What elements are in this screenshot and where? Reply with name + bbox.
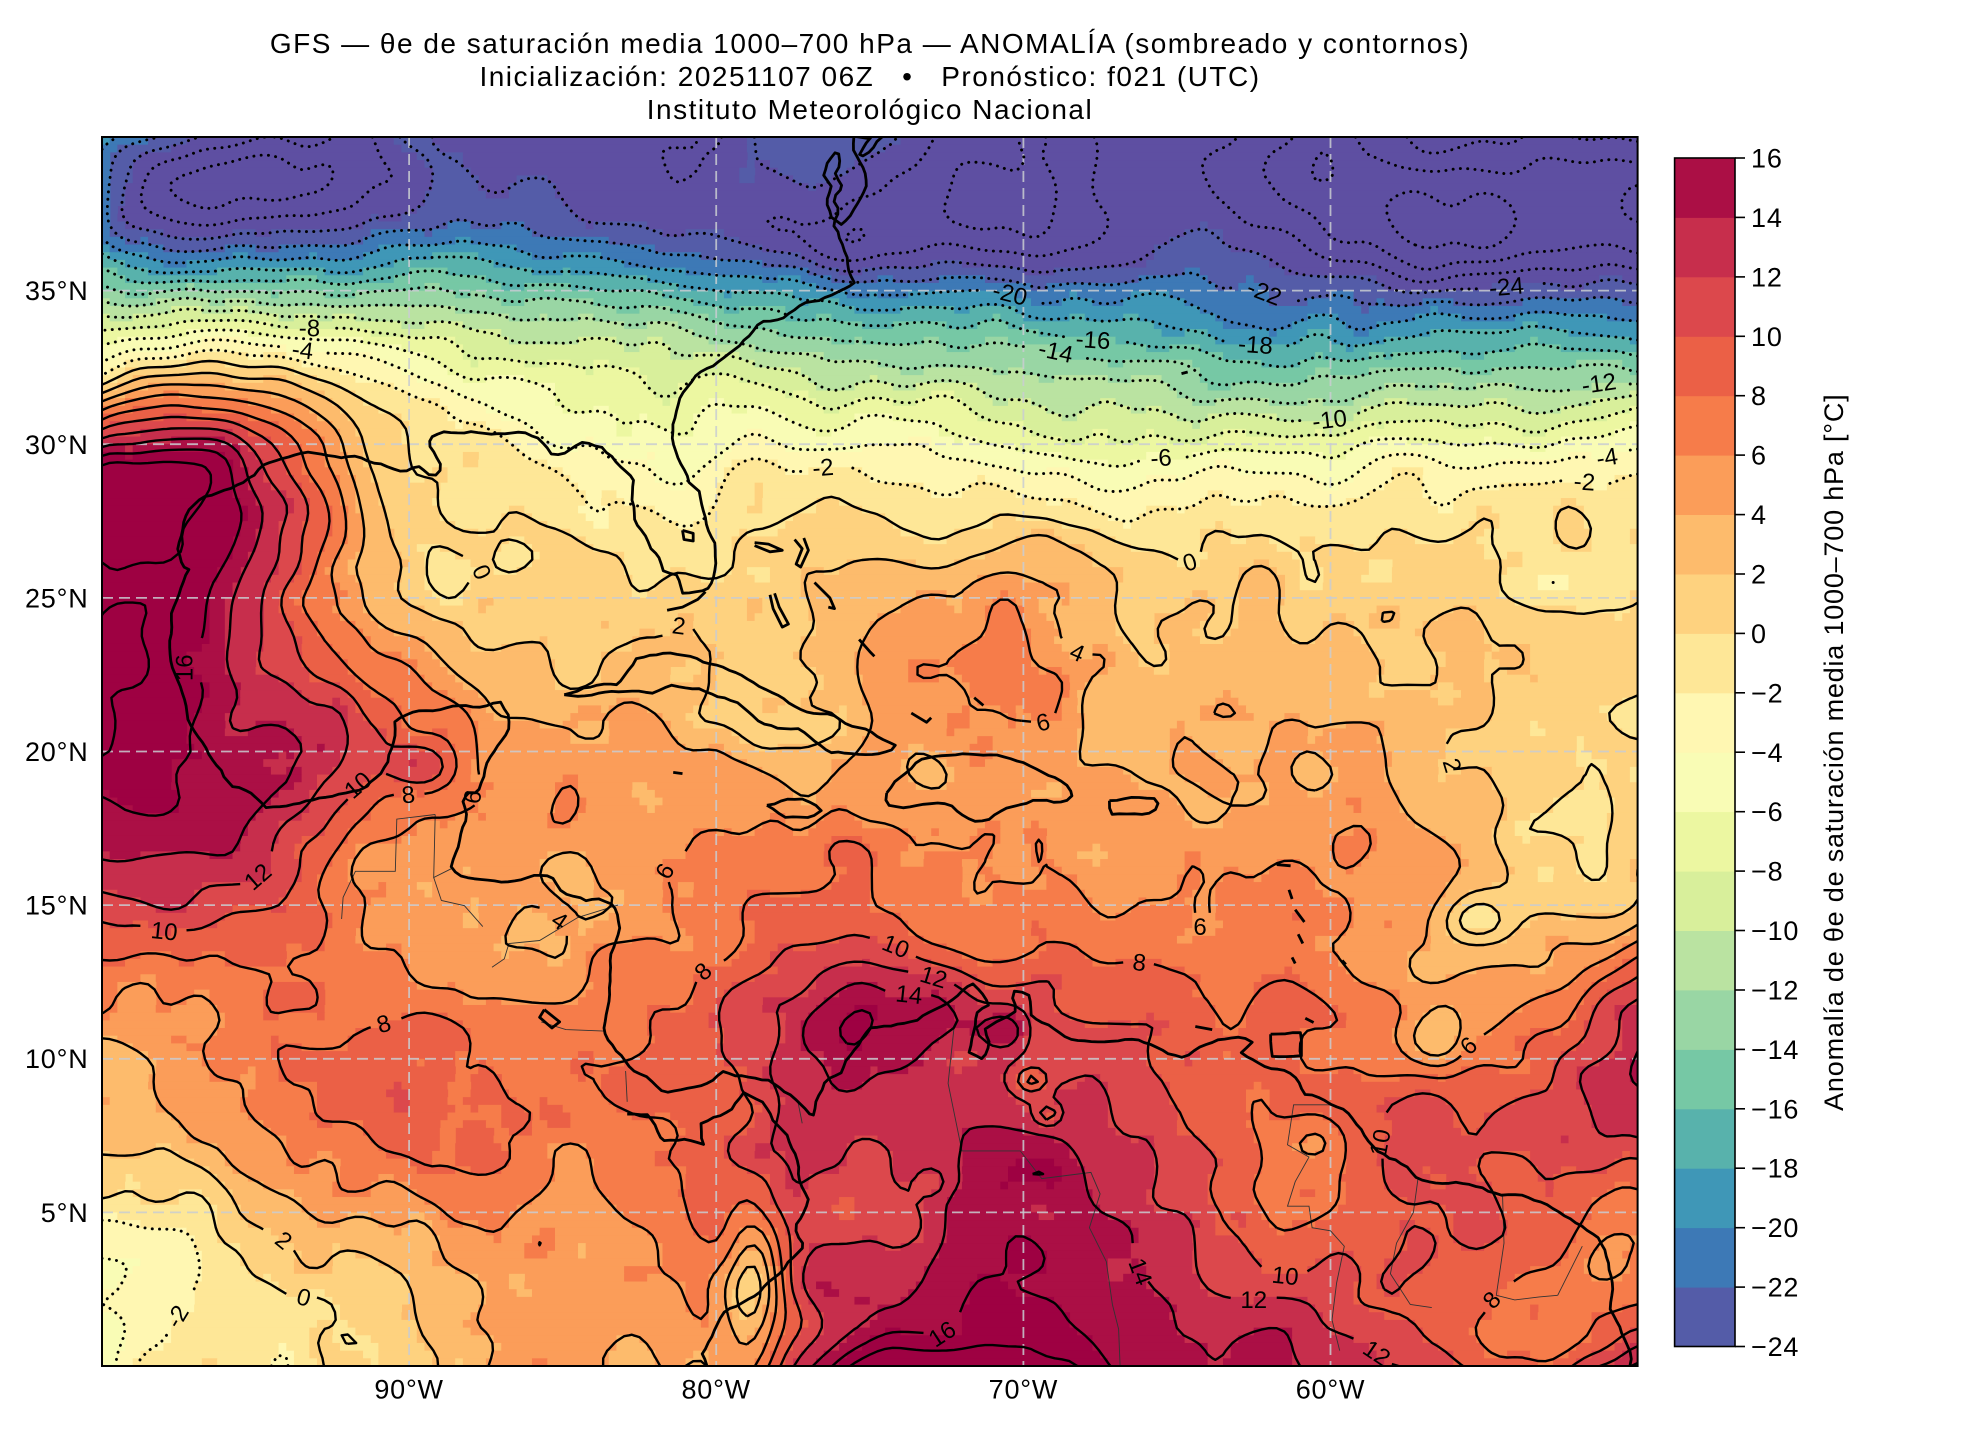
svg-text:10: 10: [149, 917, 178, 947]
svg-text:20°N: 20°N: [25, 737, 89, 767]
svg-text:5°N: 5°N: [41, 1198, 89, 1228]
svg-text:2: 2: [671, 612, 688, 640]
svg-text:Instituto Meteorológico Nacion: Instituto Meteorológico Nacional: [647, 94, 1093, 125]
svg-text:−20: −20: [1751, 1213, 1799, 1243]
svg-text:GFS — θe de saturación media 1: GFS — θe de saturación media 1000–700 hP…: [270, 28, 1470, 59]
svg-text:60°W: 60°W: [1296, 1375, 1366, 1405]
svg-text:-4: -4: [290, 336, 314, 365]
svg-text:-6: -6: [1149, 444, 1172, 472]
svg-text:70°W: 70°W: [989, 1375, 1059, 1405]
svg-text:−14: −14: [1751, 1035, 1799, 1065]
svg-text:10: 10: [1365, 1127, 1397, 1158]
svg-text:6: 6: [1751, 441, 1767, 471]
svg-text:6: 6: [1193, 914, 1206, 941]
svg-text:−10: −10: [1751, 916, 1799, 946]
svg-text:−22: −22: [1751, 1273, 1799, 1303]
svg-text:−16: −16: [1751, 1094, 1799, 1124]
svg-text:-8: -8: [299, 315, 321, 342]
svg-text:15°N: 15°N: [25, 891, 89, 921]
svg-text:4: 4: [1751, 500, 1767, 530]
svg-text:-24: -24: [1488, 272, 1525, 302]
svg-text:6: 6: [1034, 708, 1053, 737]
svg-text:12: 12: [1240, 1287, 1267, 1314]
svg-text:6: 6: [459, 788, 488, 806]
svg-text:−18: −18: [1751, 1154, 1799, 1184]
svg-text:−4: −4: [1751, 738, 1783, 768]
svg-text:80°W: 80°W: [681, 1375, 751, 1405]
svg-text:8: 8: [400, 781, 416, 809]
svg-text:Anomalía de θe de saturación m: Anomalía de θe de saturación media 1000–…: [1819, 394, 1849, 1111]
svg-text:2: 2: [1751, 560, 1767, 590]
svg-text:0: 0: [1751, 619, 1767, 649]
svg-text:14: 14: [894, 980, 923, 1010]
svg-text:-10: -10: [1311, 405, 1349, 436]
svg-text:−8: −8: [1751, 857, 1783, 887]
svg-text:35°N: 35°N: [25, 276, 89, 306]
svg-text:-18: -18: [1237, 331, 1273, 360]
svg-text:−6: −6: [1751, 797, 1783, 827]
svg-text:-4: -4: [1594, 443, 1619, 473]
svg-text:-2: -2: [1573, 468, 1596, 496]
svg-text:12: 12: [1751, 262, 1783, 292]
svg-text:16: 16: [1751, 144, 1783, 174]
svg-text:25°N: 25°N: [25, 583, 89, 613]
svg-text:−24: −24: [1751, 1332, 1799, 1362]
svg-text:−2: −2: [1751, 678, 1783, 708]
svg-text:16: 16: [172, 654, 199, 681]
svg-text:-2: -2: [811, 454, 835, 483]
svg-text:−12: −12: [1751, 976, 1799, 1006]
svg-text:-16: -16: [1075, 326, 1111, 355]
svg-text:-12: -12: [1580, 368, 1618, 400]
svg-text:90°W: 90°W: [374, 1375, 444, 1405]
svg-text:8: 8: [1751, 381, 1767, 411]
svg-text:Inicialización: 20251107 06Z: Inicialización: 20251107 06Z • Pronóstic…: [479, 61, 1260, 92]
svg-text:30°N: 30°N: [25, 430, 89, 460]
svg-text:10°N: 10°N: [25, 1044, 89, 1074]
svg-text:8: 8: [1131, 949, 1147, 977]
svg-text:10: 10: [1751, 322, 1783, 352]
svg-text:10: 10: [1270, 1262, 1299, 1292]
svg-text:14: 14: [1751, 203, 1783, 233]
